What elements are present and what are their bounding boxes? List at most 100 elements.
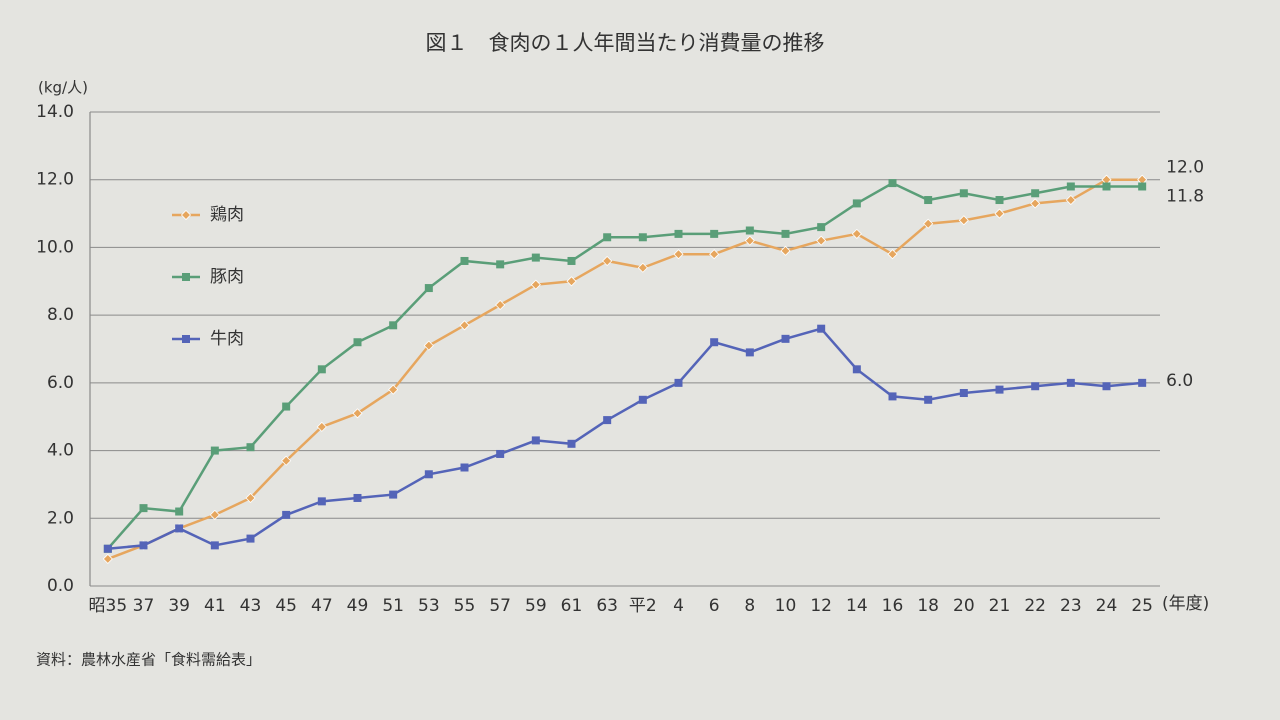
marker (246, 443, 255, 452)
marker (888, 179, 897, 188)
marker (317, 365, 326, 374)
marker (781, 334, 790, 343)
marker (139, 504, 148, 513)
marker (1102, 382, 1111, 391)
marker (924, 196, 933, 205)
marker (567, 439, 576, 448)
marker (353, 493, 362, 502)
y-tick-label: 12.0 (36, 170, 74, 190)
marker (638, 395, 647, 404)
legend-marker (182, 273, 190, 281)
x-tick-label: 20 (953, 596, 975, 616)
y-tick-label: 4.0 (47, 441, 74, 461)
x-tick-label: 23 (1060, 596, 1082, 616)
value-label: 12.0 (1166, 158, 1204, 178)
marker (102, 553, 113, 564)
marker (246, 534, 255, 543)
marker (531, 253, 540, 262)
marker (175, 507, 184, 516)
marker (209, 509, 220, 520)
series-line (106, 181, 1143, 550)
marker (780, 245, 791, 256)
y-tick-label: 2.0 (47, 508, 74, 528)
legend-label: 牛肉 (210, 329, 244, 349)
marker (317, 497, 326, 506)
x-tick-label: 57 (489, 596, 511, 616)
x-tick-label: 22 (1024, 596, 1046, 616)
marker (1031, 382, 1040, 391)
value-label: 11.8 (1166, 186, 1204, 206)
marker (995, 385, 1004, 394)
marker (603, 416, 612, 425)
legend-marker (182, 335, 190, 343)
marker (816, 235, 827, 246)
marker (1138, 378, 1147, 387)
marker (530, 279, 541, 290)
marker (460, 256, 469, 265)
marker (1066, 378, 1075, 387)
y-tick-label: 0.0 (47, 576, 74, 596)
marker (496, 449, 505, 458)
series-line (107, 327, 1143, 551)
marker (245, 492, 256, 504)
source: 資料：農林水産省「食料需給表」 (36, 651, 261, 669)
marker (637, 262, 648, 273)
x-tick-label: 4 (673, 596, 684, 616)
x-tick-label: 21 (989, 596, 1011, 616)
x-tick-label: 6 (709, 596, 720, 616)
marker (316, 421, 327, 432)
x-tick-label: 45 (275, 596, 297, 616)
x-tick-label: 25 (1131, 596, 1153, 616)
marker (995, 196, 1004, 205)
marker (959, 389, 968, 398)
marker (567, 256, 576, 265)
x-tick-label: 16 (882, 596, 904, 616)
marker (282, 402, 291, 411)
marker (139, 541, 148, 550)
marker (674, 378, 683, 387)
marker (958, 215, 969, 226)
x-tick-label: 59 (525, 596, 547, 616)
y-tick-label: 14.0 (36, 102, 74, 122)
x-tick-label: 10 (775, 596, 797, 616)
x-tick-label: 49 (347, 596, 369, 616)
y-tick-label: 8.0 (47, 305, 74, 325)
marker (673, 249, 684, 260)
marker (282, 510, 291, 519)
marker (852, 199, 861, 208)
x-tick-label: 51 (382, 596, 404, 616)
marker (674, 229, 683, 238)
marker (566, 276, 577, 287)
marker (745, 226, 754, 235)
marker (424, 284, 433, 293)
marker (638, 233, 647, 242)
marker (709, 249, 720, 260)
legend-label: 鶏肉 (210, 205, 244, 225)
legend-label: 豚肉 (210, 267, 244, 287)
marker (603, 233, 612, 242)
x-tick-label: 8 (744, 596, 755, 616)
marker (103, 544, 112, 553)
marker (888, 392, 897, 401)
x-tick-label: 37 (133, 596, 155, 616)
marker (459, 320, 470, 331)
marker (1066, 182, 1075, 191)
y-tick-label: 10.0 (36, 237, 74, 257)
marker (745, 348, 754, 357)
marker (994, 208, 1005, 219)
marker (496, 260, 505, 269)
marker (460, 463, 469, 472)
x-tick-label: 61 (561, 596, 583, 616)
marker (1030, 198, 1041, 209)
x-tick-label: 43 (240, 596, 262, 616)
y-axis-label: (kg/人) (38, 79, 88, 97)
x-axis-label: (年度) (1162, 594, 1209, 614)
x-tick-label: 24 (1096, 596, 1118, 616)
x-tick-label: 18 (917, 596, 939, 616)
marker (210, 446, 219, 455)
marker (1031, 189, 1040, 198)
x-tick-label: 63 (596, 596, 618, 616)
marker (1138, 182, 1147, 191)
marker (781, 229, 790, 238)
